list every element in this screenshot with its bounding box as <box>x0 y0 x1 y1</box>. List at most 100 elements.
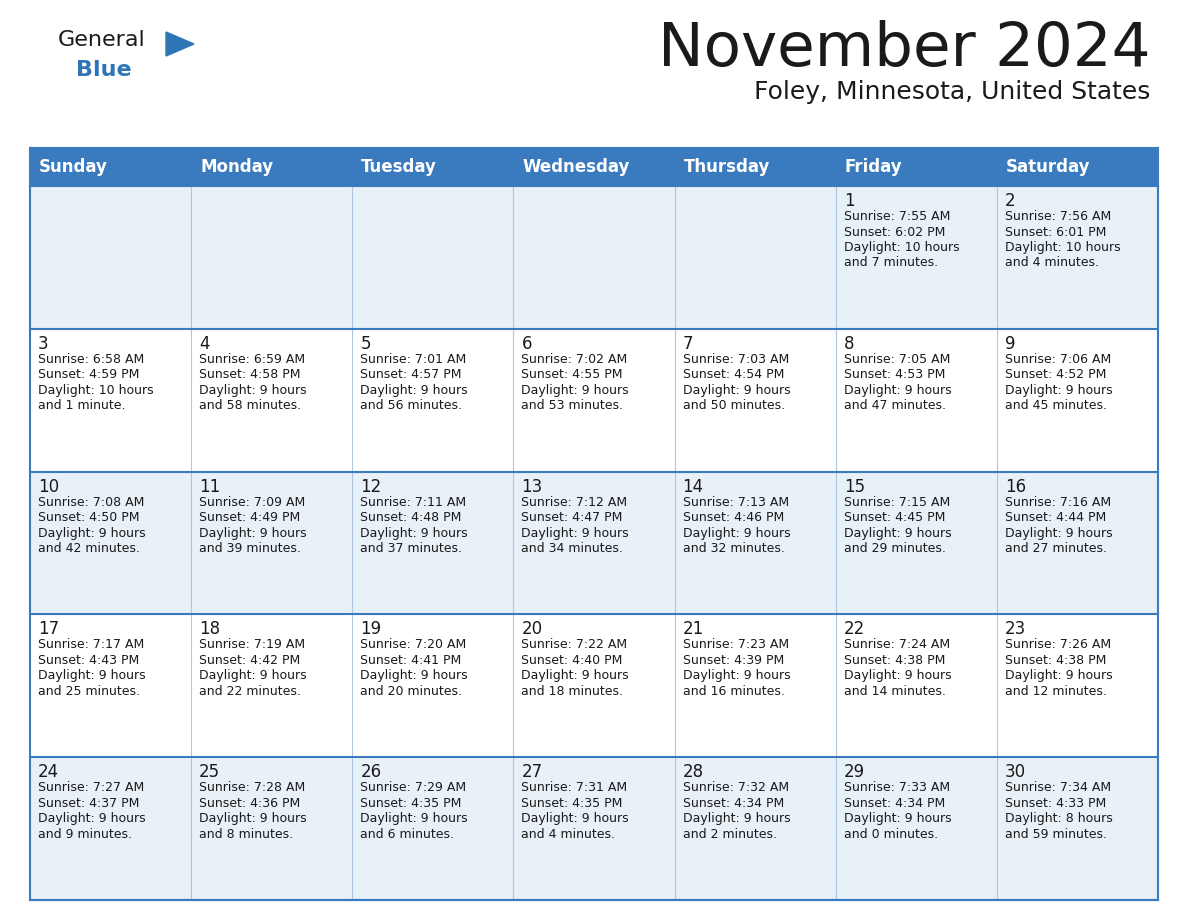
Text: Sunset: 6:02 PM: Sunset: 6:02 PM <box>843 226 946 239</box>
Text: Sunrise: 7:15 AM: Sunrise: 7:15 AM <box>843 496 950 509</box>
Text: Sunset: 4:52 PM: Sunset: 4:52 PM <box>1005 368 1106 381</box>
Text: Sunset: 4:48 PM: Sunset: 4:48 PM <box>360 511 462 524</box>
Text: November 2024: November 2024 <box>657 20 1150 79</box>
Text: Sunrise: 6:59 AM: Sunrise: 6:59 AM <box>200 353 305 365</box>
Text: Wednesday: Wednesday <box>523 158 630 176</box>
Text: Sunset: 4:47 PM: Sunset: 4:47 PM <box>522 511 623 524</box>
Text: Daylight: 9 hours: Daylight: 9 hours <box>843 669 952 682</box>
Text: Daylight: 9 hours: Daylight: 9 hours <box>522 812 630 825</box>
Text: 22: 22 <box>843 621 865 638</box>
Text: Sunset: 4:46 PM: Sunset: 4:46 PM <box>683 511 784 524</box>
Bar <box>30 148 1158 186</box>
Text: Sunrise: 7:05 AM: Sunrise: 7:05 AM <box>843 353 950 365</box>
Text: and 32 minutes.: and 32 minutes. <box>683 543 784 555</box>
Text: 10: 10 <box>38 477 59 496</box>
Text: Daylight: 9 hours: Daylight: 9 hours <box>200 669 307 682</box>
Text: 18: 18 <box>200 621 220 638</box>
Text: Sunrise: 7:19 AM: Sunrise: 7:19 AM <box>200 638 305 652</box>
Text: Daylight: 9 hours: Daylight: 9 hours <box>522 669 630 682</box>
Text: Blue: Blue <box>76 60 132 80</box>
Text: Daylight: 9 hours: Daylight: 9 hours <box>360 812 468 825</box>
Text: Sunrise: 7:31 AM: Sunrise: 7:31 AM <box>522 781 627 794</box>
Text: and 0 minutes.: and 0 minutes. <box>843 828 937 841</box>
Text: and 59 minutes.: and 59 minutes. <box>1005 828 1107 841</box>
Text: Daylight: 9 hours: Daylight: 9 hours <box>683 527 790 540</box>
Text: and 14 minutes.: and 14 minutes. <box>843 685 946 698</box>
Text: Daylight: 9 hours: Daylight: 9 hours <box>522 384 630 397</box>
Text: Daylight: 9 hours: Daylight: 9 hours <box>843 812 952 825</box>
Text: Daylight: 10 hours: Daylight: 10 hours <box>843 241 960 254</box>
Text: and 1 minute.: and 1 minute. <box>38 399 126 412</box>
Text: Sunrise: 7:17 AM: Sunrise: 7:17 AM <box>38 638 144 652</box>
Text: Daylight: 10 hours: Daylight: 10 hours <box>1005 241 1120 254</box>
Text: and 27 minutes.: and 27 minutes. <box>1005 543 1107 555</box>
Text: Sunset: 4:39 PM: Sunset: 4:39 PM <box>683 654 784 666</box>
Text: 3: 3 <box>38 335 49 353</box>
Text: Sunrise: 7:27 AM: Sunrise: 7:27 AM <box>38 781 144 794</box>
Text: Daylight: 9 hours: Daylight: 9 hours <box>38 527 146 540</box>
Text: and 25 minutes.: and 25 minutes. <box>38 685 140 698</box>
Text: Sunrise: 7:26 AM: Sunrise: 7:26 AM <box>1005 638 1111 652</box>
Text: 19: 19 <box>360 621 381 638</box>
Text: General: General <box>58 30 146 50</box>
Text: Daylight: 9 hours: Daylight: 9 hours <box>683 812 790 825</box>
Text: Sunrise: 7:12 AM: Sunrise: 7:12 AM <box>522 496 627 509</box>
Text: Sunrise: 7:01 AM: Sunrise: 7:01 AM <box>360 353 467 365</box>
Text: Daylight: 9 hours: Daylight: 9 hours <box>200 527 307 540</box>
Text: 29: 29 <box>843 763 865 781</box>
Text: Sunrise: 7:33 AM: Sunrise: 7:33 AM <box>843 781 950 794</box>
Text: and 56 minutes.: and 56 minutes. <box>360 399 462 412</box>
Text: 28: 28 <box>683 763 703 781</box>
Text: Sunrise: 7:06 AM: Sunrise: 7:06 AM <box>1005 353 1111 365</box>
Text: Sunset: 4:58 PM: Sunset: 4:58 PM <box>200 368 301 381</box>
Text: Thursday: Thursday <box>683 158 770 176</box>
Text: Sunrise: 7:20 AM: Sunrise: 7:20 AM <box>360 638 467 652</box>
Text: Sunset: 4:54 PM: Sunset: 4:54 PM <box>683 368 784 381</box>
Text: Daylight: 9 hours: Daylight: 9 hours <box>683 669 790 682</box>
Text: and 29 minutes.: and 29 minutes. <box>843 543 946 555</box>
Text: Daylight: 9 hours: Daylight: 9 hours <box>843 527 952 540</box>
Text: 30: 30 <box>1005 763 1026 781</box>
Text: Sunrise: 7:02 AM: Sunrise: 7:02 AM <box>522 353 627 365</box>
Text: Sunday: Sunday <box>39 158 108 176</box>
Text: Sunrise: 7:55 AM: Sunrise: 7:55 AM <box>843 210 950 223</box>
Text: Daylight: 9 hours: Daylight: 9 hours <box>1005 527 1112 540</box>
Text: Daylight: 9 hours: Daylight: 9 hours <box>1005 669 1112 682</box>
Text: and 4 minutes.: and 4 minutes. <box>1005 256 1099 270</box>
Text: Sunset: 4:38 PM: Sunset: 4:38 PM <box>1005 654 1106 666</box>
Text: Sunset: 4:34 PM: Sunset: 4:34 PM <box>843 797 944 810</box>
Text: Daylight: 9 hours: Daylight: 9 hours <box>360 384 468 397</box>
Text: Sunset: 4:57 PM: Sunset: 4:57 PM <box>360 368 462 381</box>
Text: and 6 minutes.: and 6 minutes. <box>360 828 454 841</box>
Text: Sunrise: 7:09 AM: Sunrise: 7:09 AM <box>200 496 305 509</box>
Text: Sunset: 4:40 PM: Sunset: 4:40 PM <box>522 654 623 666</box>
Text: Sunset: 4:38 PM: Sunset: 4:38 PM <box>843 654 946 666</box>
Text: Sunrise: 7:32 AM: Sunrise: 7:32 AM <box>683 781 789 794</box>
Text: Daylight: 9 hours: Daylight: 9 hours <box>200 812 307 825</box>
Text: Sunset: 4:43 PM: Sunset: 4:43 PM <box>38 654 139 666</box>
Text: Sunrise: 7:56 AM: Sunrise: 7:56 AM <box>1005 210 1111 223</box>
Text: 20: 20 <box>522 621 543 638</box>
Text: Sunset: 4:53 PM: Sunset: 4:53 PM <box>843 368 946 381</box>
Text: Sunrise: 7:29 AM: Sunrise: 7:29 AM <box>360 781 467 794</box>
Text: Sunset: 4:35 PM: Sunset: 4:35 PM <box>522 797 623 810</box>
Text: Tuesday: Tuesday <box>361 158 437 176</box>
Text: 9: 9 <box>1005 335 1016 353</box>
Text: and 53 minutes.: and 53 minutes. <box>522 399 624 412</box>
Text: Sunrise: 7:13 AM: Sunrise: 7:13 AM <box>683 496 789 509</box>
Text: Sunrise: 7:23 AM: Sunrise: 7:23 AM <box>683 638 789 652</box>
Text: 8: 8 <box>843 335 854 353</box>
Text: 1: 1 <box>843 192 854 210</box>
Bar <box>30 329 1158 472</box>
Text: 15: 15 <box>843 477 865 496</box>
Text: 26: 26 <box>360 763 381 781</box>
Text: Foley, Minnesota, United States: Foley, Minnesota, United States <box>753 80 1150 104</box>
Text: 21: 21 <box>683 621 703 638</box>
Text: Daylight: 9 hours: Daylight: 9 hours <box>200 384 307 397</box>
Text: Sunrise: 7:03 AM: Sunrise: 7:03 AM <box>683 353 789 365</box>
Text: Friday: Friday <box>845 158 903 176</box>
Text: and 34 minutes.: and 34 minutes. <box>522 543 624 555</box>
Text: and 39 minutes.: and 39 minutes. <box>200 543 301 555</box>
Text: and 37 minutes.: and 37 minutes. <box>360 543 462 555</box>
Text: and 22 minutes.: and 22 minutes. <box>200 685 301 698</box>
